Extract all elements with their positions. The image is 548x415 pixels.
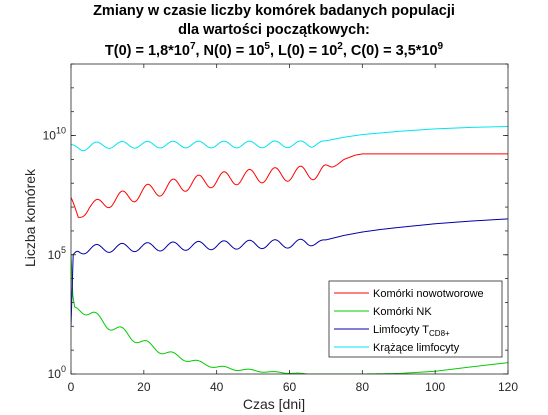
- x-tick-label: 100: [425, 380, 445, 394]
- y-tick-label: 100: [48, 364, 66, 381]
- legend-label: Komórki nowotworowe: [373, 288, 484, 300]
- chart-title-line2: dla wartości początkowych:: [178, 22, 370, 38]
- x-tick-label: 80: [356, 380, 370, 394]
- ticks-layer: 0 20 40 60 80 100 120 100 105 1010: [43, 63, 518, 394]
- legend-box: [328, 280, 503, 358]
- series-line-3: [71, 218, 508, 327]
- legend-label: Komórki NK: [373, 306, 432, 318]
- x-tick-label: 120: [498, 380, 518, 394]
- chart-title-line3: T(0) = 1,8*107, N(0) = 105, L(0) = 102, …: [104, 41, 444, 59]
- series-line-4: [71, 125, 508, 152]
- x-tick-label: 60: [283, 380, 297, 394]
- legend-label: Krążące limfocyty: [373, 342, 460, 354]
- y-axis-label: Liczba komórek: [22, 168, 39, 268]
- series-line-1: [71, 153, 508, 218]
- legend: Komórki nowotworowe Komórki NK Limfocyty T…: [328, 280, 503, 358]
- x-tick-label: 0: [68, 380, 75, 394]
- legend-label: Limfocyty TCD8+: [373, 324, 450, 338]
- x-tick-label: 20: [137, 380, 151, 394]
- y-tick-label: 105: [48, 245, 66, 262]
- x-tick-label: 40: [210, 380, 224, 394]
- chart-title-line1: Zmiany w czasie liczby komórek badanych …: [93, 3, 455, 19]
- y-tick-label: 1010: [43, 126, 66, 143]
- x-axis-label: Czas [dni]: [242, 396, 306, 412]
